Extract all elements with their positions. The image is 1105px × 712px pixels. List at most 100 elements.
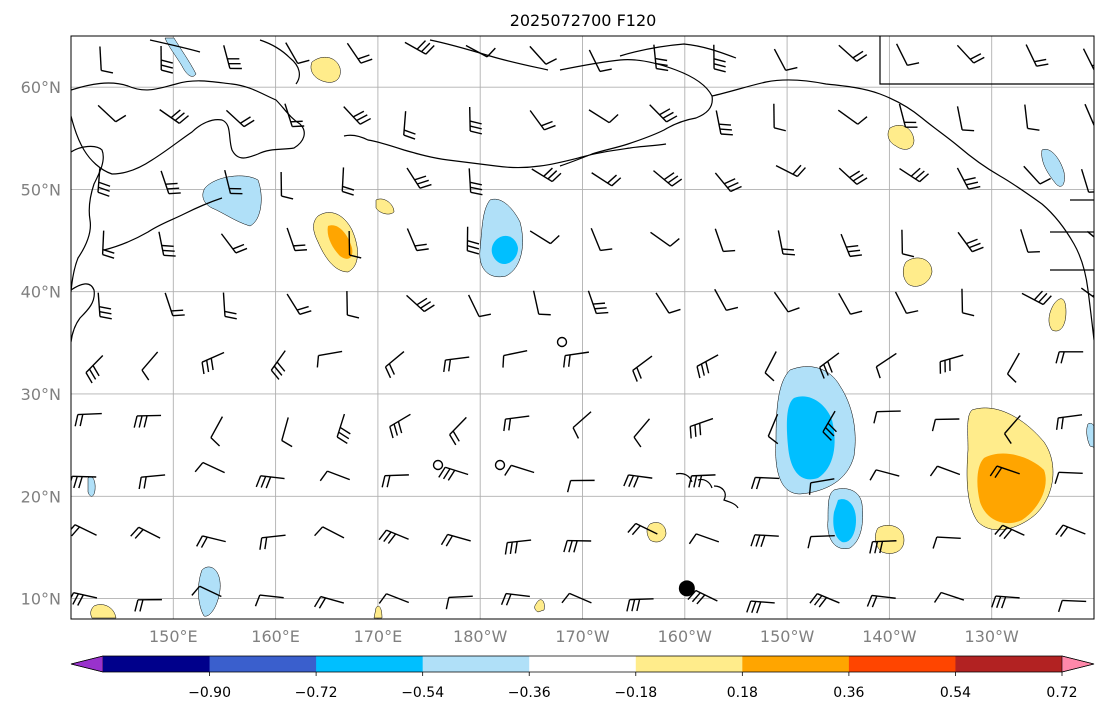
wind-barb <box>164 292 185 317</box>
colorbar-label: −0.54 <box>401 685 444 701</box>
wind-barb <box>956 44 985 64</box>
wind-barb <box>873 410 901 424</box>
wind-barb <box>502 349 528 368</box>
wind-barb <box>933 591 965 603</box>
colorbar-label: 0.54 <box>940 685 971 701</box>
wind-barb <box>316 350 343 368</box>
wind-barb <box>1025 44 1049 67</box>
wind-barb <box>255 475 285 489</box>
wind-barb <box>994 524 1025 540</box>
wind-barb <box>623 474 653 488</box>
wind-barb <box>348 231 362 259</box>
wind-barb <box>1055 414 1083 430</box>
wind-barb <box>280 172 294 200</box>
wind-barb <box>714 172 742 193</box>
colorbar-label: 0.18 <box>727 685 758 701</box>
wind-barb <box>819 352 840 379</box>
latitude-label: 60°N <box>21 78 61 97</box>
colorbar-label: 0.36 <box>833 685 864 701</box>
shaded-anomaly-regions <box>87 37 1094 619</box>
coastline-siberia-north <box>149 39 300 85</box>
wind-barb <box>939 354 964 374</box>
latitude-labels: 10°N 20°N 30°N 40°N 50°N 60°N <box>21 78 61 608</box>
wind-barb <box>956 167 981 190</box>
latitude-label: 50°N <box>21 180 61 199</box>
wind-barb <box>563 351 590 368</box>
colorbar-segment <box>422 656 530 672</box>
wind-barb <box>632 355 653 382</box>
wind-barb <box>650 231 680 247</box>
longitude-label: 180°W <box>453 627 508 646</box>
wind-barb <box>449 416 467 446</box>
coastline-asia-sakhalin <box>71 145 104 293</box>
calm-wind-circle <box>494 459 506 471</box>
wind-barb <box>158 231 176 257</box>
wind-barb <box>1080 169 1094 193</box>
longitude-label: 170°W <box>555 627 610 646</box>
latitude-label: 40°N <box>21 283 61 302</box>
calm-wind-markers <box>432 336 568 471</box>
wind-barb <box>389 413 411 439</box>
wind-barbs <box>71 40 1094 614</box>
wind-barb <box>655 292 681 314</box>
wind-barb <box>97 292 112 320</box>
colorbar-extend-low <box>70 655 104 673</box>
wind-barb <box>286 293 312 315</box>
anomaly-region-negative-dateline <box>479 198 523 278</box>
wind-barb <box>270 350 286 380</box>
longitude-label: 140°W <box>862 627 917 646</box>
wind-barb <box>1054 471 1083 484</box>
wind-barb <box>160 46 174 74</box>
wind-barb <box>286 227 308 252</box>
wind-barb <box>101 230 115 259</box>
wind-barb <box>773 291 800 313</box>
wind-barb <box>504 539 532 555</box>
wind-barb <box>931 418 960 432</box>
wind-barb <box>561 592 592 604</box>
wind-barb <box>224 169 243 195</box>
colorbar-label: −0.72 <box>295 685 338 701</box>
colorbar-segment <box>209 656 317 672</box>
wind-barb <box>281 417 293 448</box>
latitude-label: 30°N <box>21 385 61 404</box>
colorbar: −0.90 −0.72 −0.54 −0.36 −0.18 0.18 0.36 0.54 0.7… <box>70 655 1095 701</box>
wind-barb <box>191 585 222 598</box>
wind-barb <box>259 534 286 550</box>
wind-barb <box>1057 599 1087 613</box>
wind-barb <box>159 109 189 124</box>
coastline-canada-north <box>619 36 1094 271</box>
wind-barb <box>314 526 345 539</box>
wind-barb <box>346 42 373 64</box>
colorbar-label: −0.36 <box>508 685 551 701</box>
wind-barb <box>961 288 975 317</box>
coastline-aleutians <box>343 134 667 169</box>
colorbar-segment <box>635 656 743 672</box>
wind-barb <box>531 167 562 183</box>
map-frame <box>70 35 1095 620</box>
anomaly-region-positive-west <box>313 212 358 273</box>
wind-barb <box>130 526 161 539</box>
wind-barb <box>563 539 592 553</box>
colorbar-segment <box>103 656 211 672</box>
wind-barb <box>319 470 350 482</box>
wind-barb <box>97 104 127 123</box>
wind-barb <box>133 414 162 428</box>
wind-barb <box>465 44 496 58</box>
wind-barb <box>838 44 868 62</box>
wind-barb <box>529 110 556 131</box>
wind-barb <box>404 40 435 55</box>
coastline-alaska <box>429 39 713 167</box>
wind-barb <box>687 589 718 605</box>
longitude-label: 130°W <box>965 627 1020 646</box>
wind-barb <box>1024 104 1040 131</box>
wind-barb <box>1086 230 1094 238</box>
wind-barb <box>71 475 97 489</box>
wind-barb <box>746 600 775 614</box>
wind-barb <box>500 592 530 606</box>
wind-barb <box>529 45 557 65</box>
map-title: 2025072700 F120 <box>510 11 657 30</box>
graticule <box>71 36 1094 619</box>
wind-barb <box>438 466 469 481</box>
wind-barb <box>381 474 409 488</box>
